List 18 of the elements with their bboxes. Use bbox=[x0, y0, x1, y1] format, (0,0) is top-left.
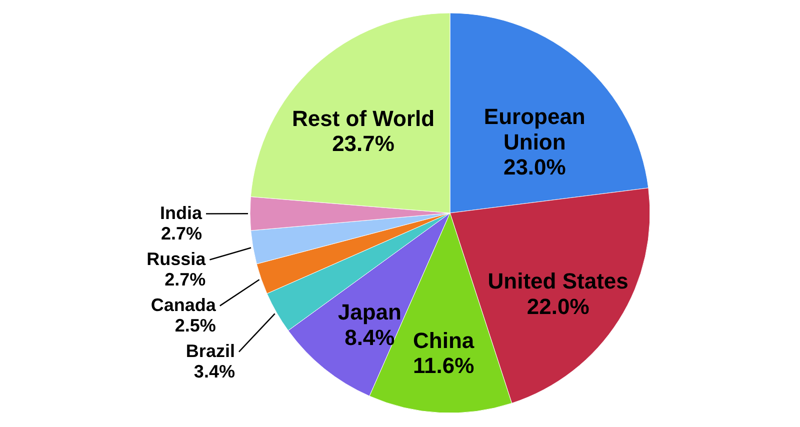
slice-label: Brazil bbox=[186, 340, 235, 361]
data-label: 22.0% bbox=[526, 294, 590, 319]
data-label: 2.7% bbox=[164, 269, 206, 290]
slice-label: Rest of World bbox=[292, 106, 435, 131]
data-label: 3.4% bbox=[194, 361, 235, 382]
slice-label: Russia bbox=[146, 248, 207, 269]
data-label: 11.6% bbox=[412, 353, 474, 378]
data-label: 23.7% bbox=[332, 131, 394, 156]
slice-label: Canada bbox=[150, 294, 217, 315]
data-label: 2.7% bbox=[160, 223, 202, 244]
slice-label: Japan bbox=[338, 300, 402, 325]
data-label: 2.5% bbox=[174, 315, 216, 336]
slice-label: United States bbox=[488, 268, 628, 294]
data-label: 8.4% bbox=[344, 324, 395, 350]
slice-label: India bbox=[160, 202, 203, 223]
slice-label: European Union bbox=[484, 104, 586, 154]
data-label: 23.0% bbox=[503, 154, 566, 180]
slice-label: China bbox=[413, 328, 475, 353]
